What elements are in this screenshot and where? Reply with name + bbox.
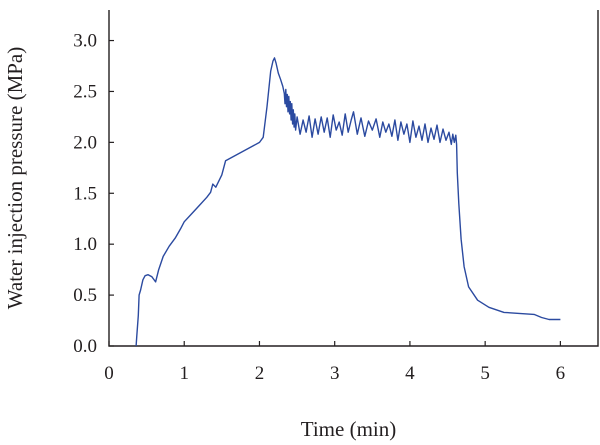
x-axis-ticks: 0 1 2 3 4 5 6 — [104, 341, 565, 384]
y-axis-label: Water injection pressure (MPa) — [3, 47, 27, 309]
x-tick-label: 6 — [556, 363, 566, 384]
x-tick-label: 2 — [255, 363, 265, 384]
y-tick-label: 0.0 — [73, 336, 97, 357]
x-tick-label: 4 — [405, 363, 415, 384]
y-tick-label: 3.0 — [73, 31, 97, 52]
y-tick-label: 2.5 — [73, 81, 97, 102]
x-tick-label: 0 — [104, 363, 114, 384]
x-tick-label: 5 — [480, 363, 490, 384]
pressure-series-line — [135, 57, 561, 347]
plot-frame — [108, 10, 599, 347]
y-tick-label: 0.5 — [73, 285, 97, 306]
y-axis-ticks: 0.0 0.5 1.0 1.5 2.0 2.5 3.0 — [73, 31, 114, 357]
x-tick-label: 1 — [179, 363, 189, 384]
y-tick-label: 1.0 — [73, 234, 97, 255]
x-axis-label: Time (min) — [301, 417, 396, 441]
y-tick-label: 2.0 — [73, 132, 97, 153]
y-tick-label: 1.5 — [73, 183, 97, 204]
x-tick-label: 3 — [330, 363, 340, 384]
